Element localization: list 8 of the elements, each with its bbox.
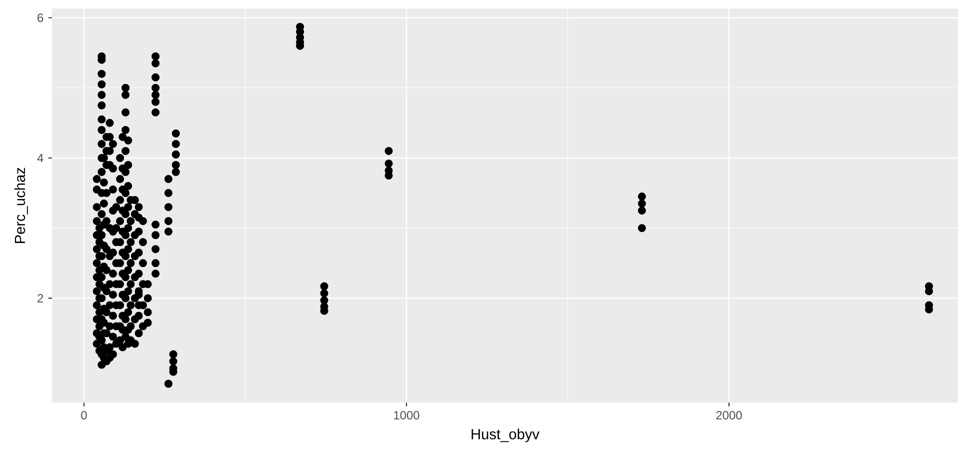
y-tick-label: 4 — [37, 154, 44, 162]
x-tick-label: 0 — [81, 411, 87, 420]
x-axis-title: Hust_obyv — [472, 428, 540, 442]
x-tick-label: 2000 — [716, 411, 742, 420]
x-tick-label: 1000 — [394, 411, 420, 420]
y-tick-label: 2 — [38, 294, 44, 302]
y-axis-title: Perc_uchaz — [14, 168, 28, 244]
y-tick-label: 6 — [38, 14, 44, 22]
